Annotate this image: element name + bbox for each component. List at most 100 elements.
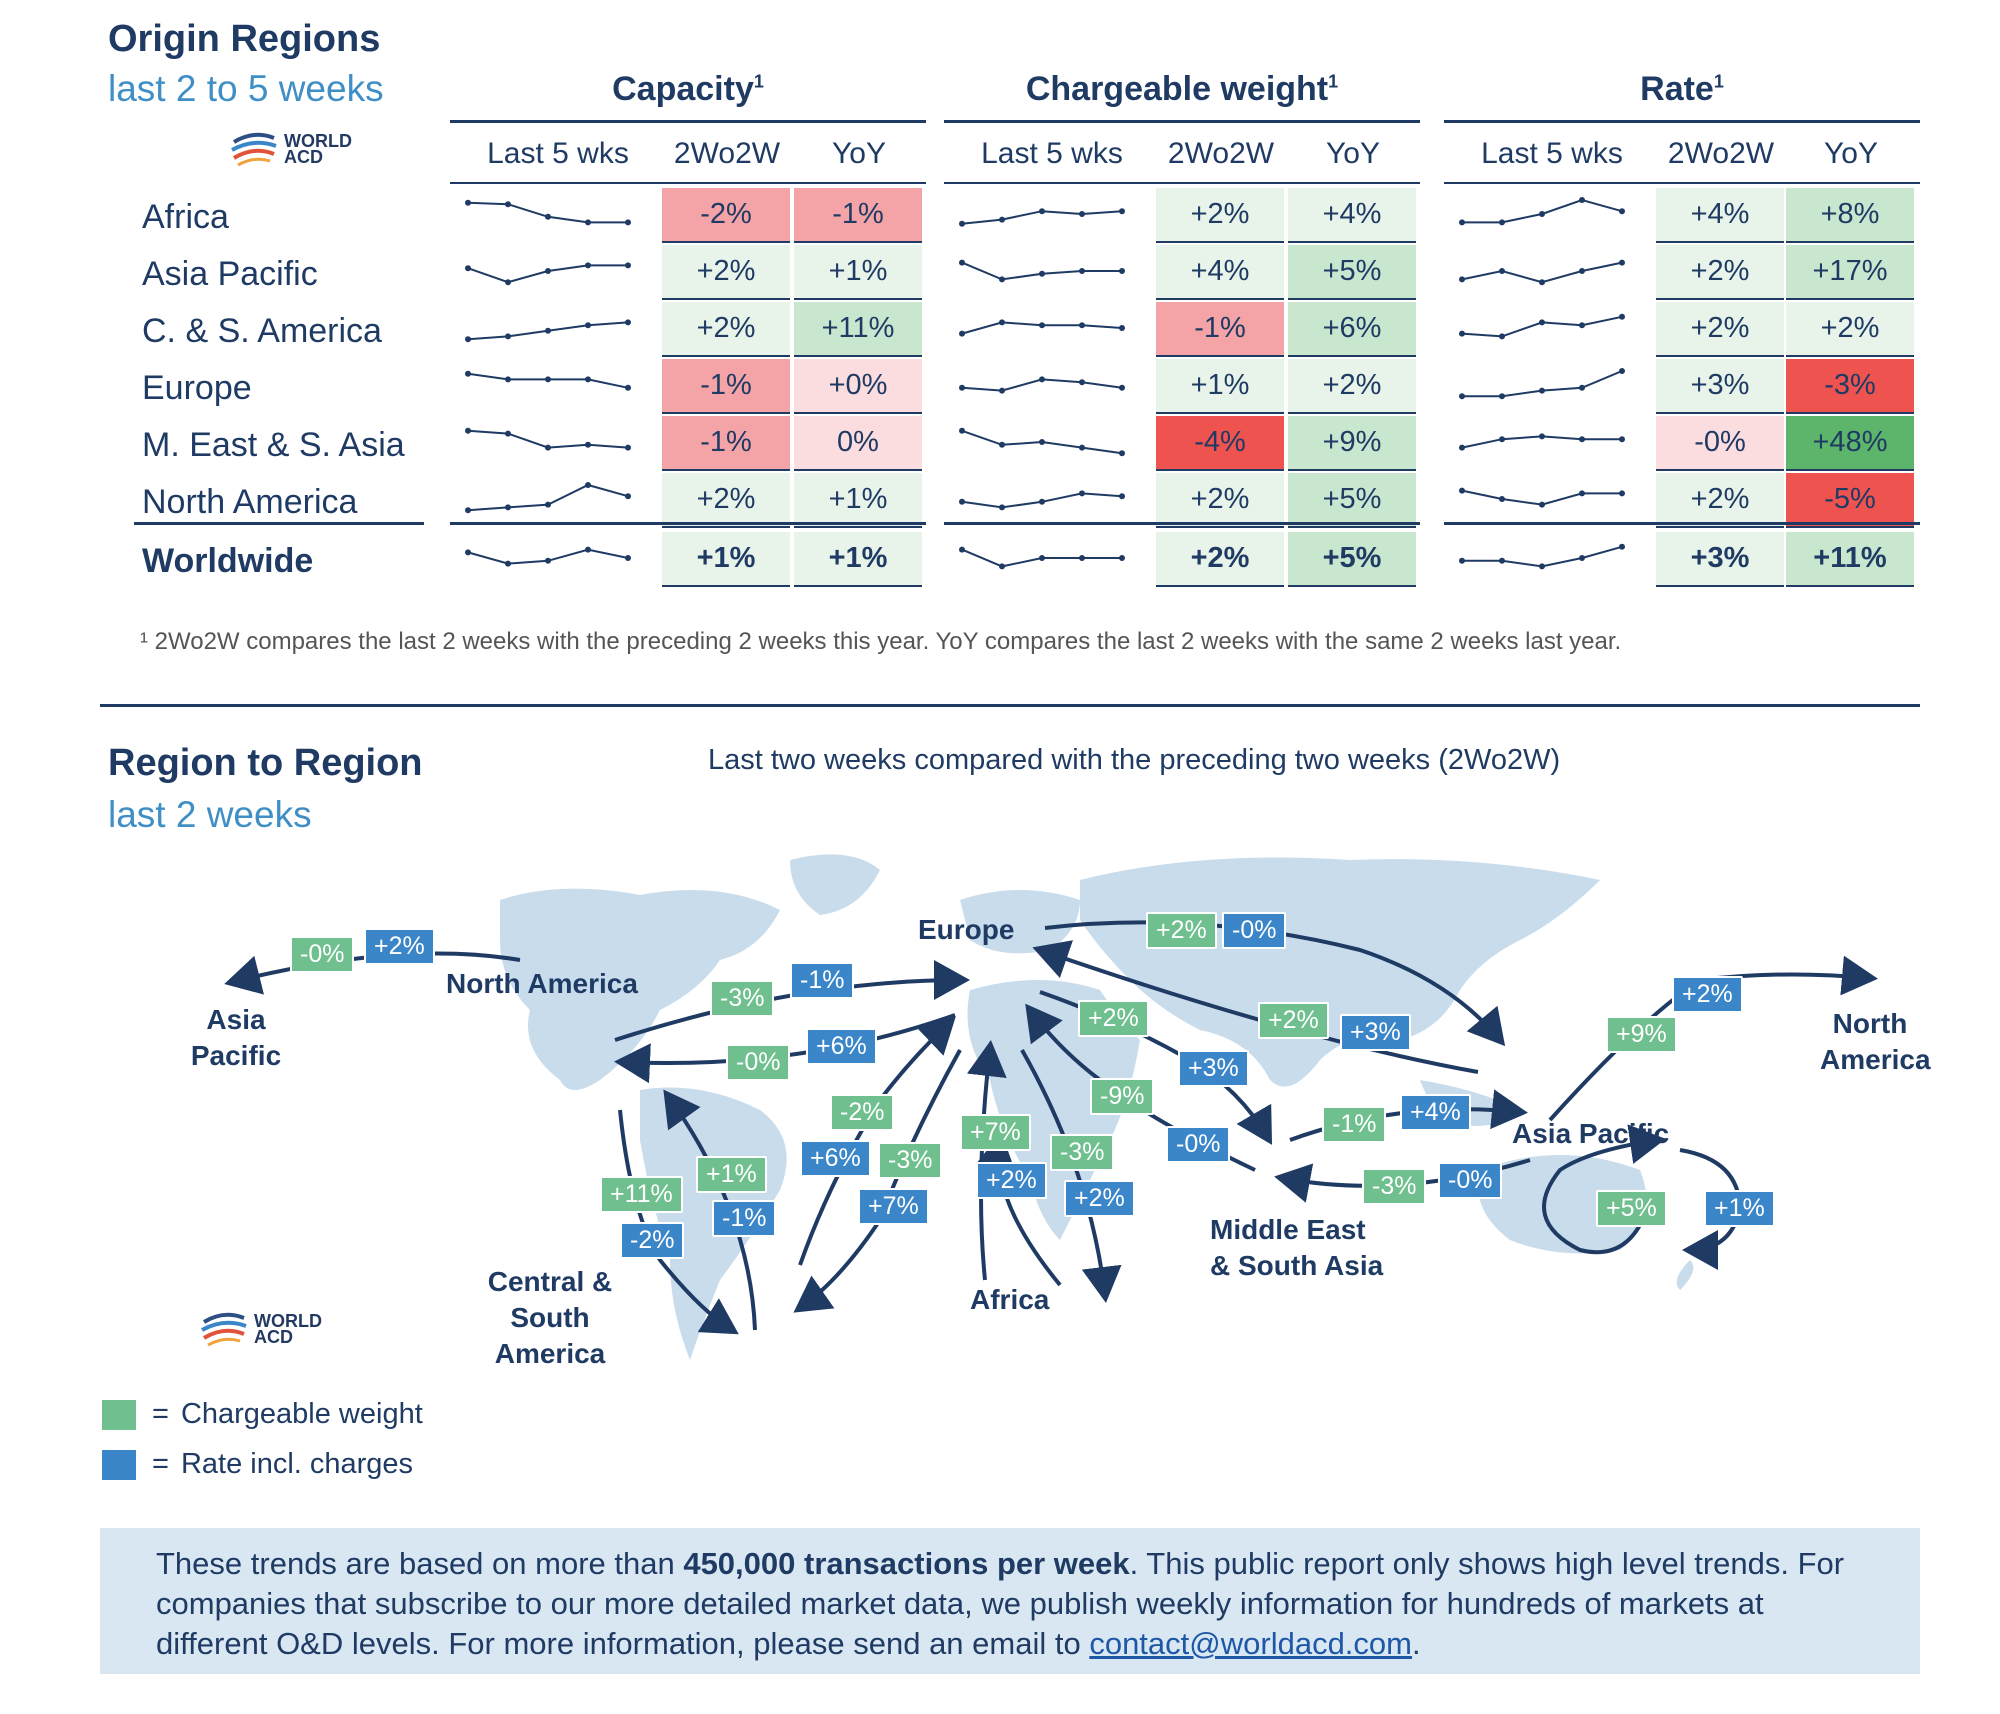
- row-label: Worldwide: [142, 542, 314, 580]
- sparkline-point: [585, 322, 591, 329]
- sparkline-point: [1579, 268, 1585, 274]
- sparkline-point: [959, 498, 965, 505]
- sparkline-point: [1579, 197, 1585, 203]
- map-title: Region to Region: [108, 742, 423, 784]
- map-label-csa: Central & South America: [450, 1264, 650, 1372]
- sparkline-point: [505, 376, 511, 383]
- sparkline-point: [545, 444, 551, 451]
- row-label: North America: [142, 483, 358, 521]
- group-label: Chargeable weight: [1025, 70, 1329, 108]
- sparkline-point: [585, 219, 591, 226]
- col-header-last5: Last 5 wks: [981, 137, 1123, 170]
- sparkline: [465, 546, 631, 567]
- map-label-asia-pacific-left: Asia Pacific: [186, 1002, 286, 1074]
- sparkline-point: [625, 493, 631, 500]
- tag-cw-csa-eu: -2%: [830, 1094, 895, 1131]
- tag-rate-af-eu: +2%: [976, 1162, 1047, 1199]
- sparkline-point: [999, 441, 1005, 448]
- cell-yoy: +5%: [1288, 532, 1416, 587]
- sparkline-point: [959, 546, 965, 553]
- sparkline-point: [1539, 319, 1545, 326]
- sparkline-point: [545, 501, 551, 508]
- cell-2wo2w: +1%: [1156, 359, 1284, 414]
- sparkline: [465, 199, 631, 226]
- label-line: Central & South: [487, 1266, 613, 1333]
- tag-cw-me-ap: -1%: [1322, 1106, 1387, 1143]
- sparkline: [465, 370, 631, 391]
- sparkline-point: [1619, 543, 1625, 550]
- cell-2wo2w: +2%: [1156, 532, 1284, 587]
- sparkline: [465, 262, 631, 286]
- sparkline-point: [1119, 325, 1125, 331]
- sparkline-point: [1079, 555, 1085, 561]
- cell-2wo2w: -4%: [1156, 416, 1284, 471]
- label-line: Asia: [206, 1004, 266, 1035]
- cell-yoy: -3%: [1786, 359, 1914, 414]
- sparkline-point: [625, 555, 631, 561]
- sparkline-point: [1039, 376, 1045, 383]
- sparkline: [1459, 259, 1625, 286]
- tag-rate-ap-na: +2%: [1672, 976, 1743, 1013]
- sparkline-point: [1119, 384, 1125, 391]
- tag-cw-intra-ap: +5%: [1596, 1190, 1667, 1227]
- tag-rate-me-eu: -0%: [1166, 1126, 1231, 1163]
- sparkline-point: [1079, 444, 1085, 451]
- cell-yoy: +11%: [794, 302, 922, 357]
- tag-cw-eu-na: -0%: [726, 1044, 791, 1081]
- tag-cw-na-ap: -0%: [290, 936, 355, 973]
- group-header-capacity: Capacity1: [450, 70, 926, 109]
- cell-yoy: +5%: [1288, 473, 1416, 528]
- sparkline-point: [1499, 333, 1505, 340]
- legend-chargeable-weight: = Chargeable weight: [102, 1398, 423, 1431]
- sparkline-point: [1619, 208, 1625, 215]
- col-header-last5: Last 5 wks: [1481, 137, 1623, 170]
- cell-yoy: +1%: [794, 245, 922, 300]
- tag-rate-eu-af: +2%: [1064, 1180, 1135, 1217]
- cell-yoy: -5%: [1786, 473, 1914, 528]
- sparkline: [1459, 487, 1625, 508]
- sparkline: [1459, 543, 1625, 570]
- cell-yoy: +4%: [1288, 188, 1416, 243]
- label-line: America: [1820, 1044, 1931, 1075]
- tag-rate-eu-ap: -0%: [1222, 912, 1287, 949]
- sparkline-point: [1119, 493, 1125, 500]
- row-label: Africa: [142, 198, 229, 236]
- sparkline-point: [959, 330, 965, 337]
- sparkline-point: [1579, 384, 1585, 391]
- cell-yoy: +1%: [794, 473, 922, 528]
- sparkline: [1459, 433, 1625, 451]
- sparkline-point: [1619, 490, 1625, 497]
- arrow-na-csa: [618, 1109, 739, 1335]
- tag-rate-csa-eu: +6%: [800, 1140, 871, 1177]
- tag-cw-me-eu: -9%: [1090, 1078, 1155, 1115]
- sparkline-point: [1499, 219, 1505, 226]
- sparkline-point: [1079, 211, 1085, 217]
- sparkline-point: [1119, 268, 1125, 274]
- sparkline: [959, 208, 1125, 227]
- cell-2wo2w: +3%: [1656, 359, 1784, 414]
- col-header-yoy: YoY: [1824, 137, 1878, 170]
- sparkline-point: [959, 220, 965, 227]
- cell-yoy: +1%: [794, 532, 922, 587]
- row-label: Asia Pacific: [142, 255, 318, 293]
- sparkline-point: [1619, 436, 1625, 443]
- sparkline-point: [959, 259, 965, 266]
- cell-2wo2w: +3%: [1656, 532, 1784, 587]
- contact-email-link[interactable]: contact@worldacd.com: [1089, 1626, 1412, 1661]
- tag-rate-na-eu: -1%: [790, 962, 855, 999]
- sparkline: [959, 546, 1125, 570]
- tag-rate-intra-ap: +1%: [1704, 1190, 1775, 1227]
- col-header-yoy: YoY: [1326, 137, 1380, 170]
- sparkline-point: [1499, 393, 1505, 400]
- sparkline-point: [1459, 219, 1465, 226]
- arrow-ap-loop: [1542, 1124, 1666, 1255]
- sparkline: [1459, 197, 1625, 226]
- sparkline-point: [1459, 444, 1465, 451]
- cell-2wo2w: -1%: [662, 359, 790, 414]
- col-header-2wo2w: 2Wo2W: [1167, 137, 1275, 170]
- sparkline-point: [1039, 208, 1045, 215]
- sparkline-point: [999, 387, 1005, 394]
- col-header-last5: Last 5 wks: [487, 137, 629, 170]
- sparkline-point: [545, 268, 551, 274]
- sparkline-point: [1539, 501, 1545, 508]
